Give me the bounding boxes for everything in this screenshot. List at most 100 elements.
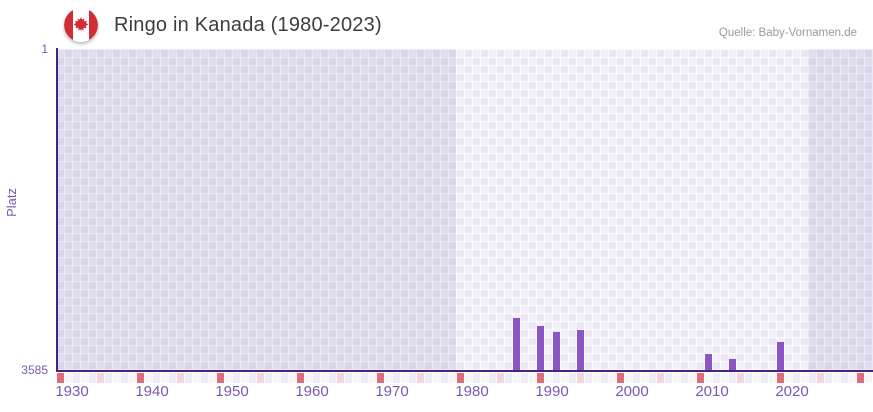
bar-2012[interactable] xyxy=(728,359,736,371)
year-marker-1976 xyxy=(440,372,448,383)
page-title: Ringo in Kanada (1980-2023) xyxy=(114,14,382,36)
year-marker-1998 xyxy=(616,372,624,383)
year-marker-1966 xyxy=(360,372,368,383)
year-marker-2008 xyxy=(696,372,704,383)
year-marker-1938 xyxy=(136,372,144,383)
year-marker-1931 xyxy=(80,372,88,383)
year-marker-2025 xyxy=(832,372,840,383)
year-marker-1941 xyxy=(160,372,168,383)
year-marker-1935 xyxy=(112,372,120,383)
year-marker-1946 xyxy=(200,372,208,383)
year-marker-1974 xyxy=(424,372,432,383)
year-marker-1975 xyxy=(432,372,440,383)
year-marker-2026 xyxy=(840,372,848,383)
right-dim-band xyxy=(808,49,873,371)
year-marker-1943 xyxy=(176,372,184,383)
year-marker-1965 xyxy=(352,372,360,383)
bar-2009[interactable] xyxy=(704,353,712,371)
x-tick-label-2000: 2000 xyxy=(615,383,649,400)
year-marker-1963 xyxy=(336,372,344,383)
plot-area xyxy=(58,49,873,371)
year-marker-2009 xyxy=(704,372,712,383)
year-marker-1972 xyxy=(408,372,416,383)
year-marker-1955 xyxy=(272,372,280,383)
year-marker-2002 xyxy=(648,372,656,383)
year-marker-1940 xyxy=(152,372,160,383)
canada-flag-icon xyxy=(64,8,98,42)
year-marker-1968 xyxy=(376,372,384,383)
year-marker-1942 xyxy=(168,372,176,383)
x-tick-label-1990: 1990 xyxy=(535,383,569,400)
year-marker-2001 xyxy=(640,372,648,383)
year-marker-2027 xyxy=(848,372,856,383)
year-marker-2007 xyxy=(688,372,696,383)
x-tick-label-1940: 1940 xyxy=(135,383,169,400)
year-marker-2013 xyxy=(736,372,744,383)
year-marker-1995 xyxy=(592,372,600,383)
year-marker-1983 xyxy=(496,372,504,383)
year-marker-1981 xyxy=(480,372,488,383)
year-marker-1933 xyxy=(96,372,104,383)
x-tick-label-1970: 1970 xyxy=(375,383,409,400)
year-marker-2016 xyxy=(760,372,768,383)
year-marker-1989 xyxy=(544,372,552,383)
year-marker-1930 xyxy=(72,372,80,383)
year-marker-2004 xyxy=(664,372,672,383)
year-marker-2005 xyxy=(672,372,680,383)
x-tick-label-1950: 1950 xyxy=(215,383,249,400)
year-marker-1969 xyxy=(384,372,392,383)
year-marker-2012 xyxy=(728,372,736,383)
year-marker-1957 xyxy=(288,372,296,383)
year-marker-2024 xyxy=(824,372,832,383)
year-marker-1949 xyxy=(224,372,232,383)
x-axis-tick-labels: 1930 1940 1950 1960 1970 1980 1990 2000 2010 2020 xyxy=(0,383,873,403)
year-marker-1950 xyxy=(232,372,240,383)
year-marker-2029 xyxy=(864,372,872,383)
year-marker-1973 xyxy=(416,372,424,383)
x-tick-label-1980: 1980 xyxy=(455,383,489,400)
year-marker-1994 xyxy=(584,372,592,383)
year-marker-1997 xyxy=(608,372,616,383)
year-marker-1990 xyxy=(552,372,560,383)
year-marker-1960 xyxy=(312,372,320,383)
year-marker-1992 xyxy=(568,372,576,383)
year-marker-2022 xyxy=(808,372,816,383)
year-marker-2020 xyxy=(792,372,800,383)
year-marker-1951 xyxy=(240,372,248,383)
year-marker-2028 xyxy=(856,372,864,383)
year-marker-1984 xyxy=(504,372,512,383)
bar-1988[interactable] xyxy=(536,325,544,371)
year-marker-1952 xyxy=(248,372,256,383)
year-marker-1993 xyxy=(576,372,584,383)
year-marker-1958 xyxy=(296,372,304,383)
year-marker-1970 xyxy=(392,372,400,383)
bar-1985[interactable] xyxy=(512,318,520,371)
y-axis-title: Platz xyxy=(4,188,19,217)
year-marker-1945 xyxy=(192,372,200,383)
year-marker-2011 xyxy=(720,372,728,383)
bar-2018[interactable] xyxy=(776,341,784,371)
year-marker-2021 xyxy=(800,372,808,383)
year-marker-1962 xyxy=(328,372,336,383)
year-marker-1961 xyxy=(320,372,328,383)
year-marker-2014 xyxy=(744,372,752,383)
bar-1993[interactable] xyxy=(576,329,584,371)
left-dim-band xyxy=(58,49,456,371)
year-marker-1959 xyxy=(304,372,312,383)
year-marker-1948 xyxy=(216,372,224,383)
year-marker-1954 xyxy=(264,372,272,383)
x-tick-label-1960: 1960 xyxy=(295,383,329,400)
year-marker-1978 xyxy=(456,372,464,383)
bar-1990[interactable] xyxy=(552,332,560,371)
year-marker-1977 xyxy=(448,372,456,383)
year-marker-1999 xyxy=(624,372,632,383)
year-marker-1929 xyxy=(64,372,72,383)
year-marker-1953 xyxy=(256,372,264,383)
y-axis-max-label: 1 xyxy=(41,42,48,56)
x-tick-label-1930: 1930 xyxy=(55,383,89,400)
year-marker-1956 xyxy=(280,372,288,383)
axis-marker-strip xyxy=(0,372,873,383)
year-marker-2003 xyxy=(656,372,664,383)
year-marker-1944 xyxy=(184,372,192,383)
